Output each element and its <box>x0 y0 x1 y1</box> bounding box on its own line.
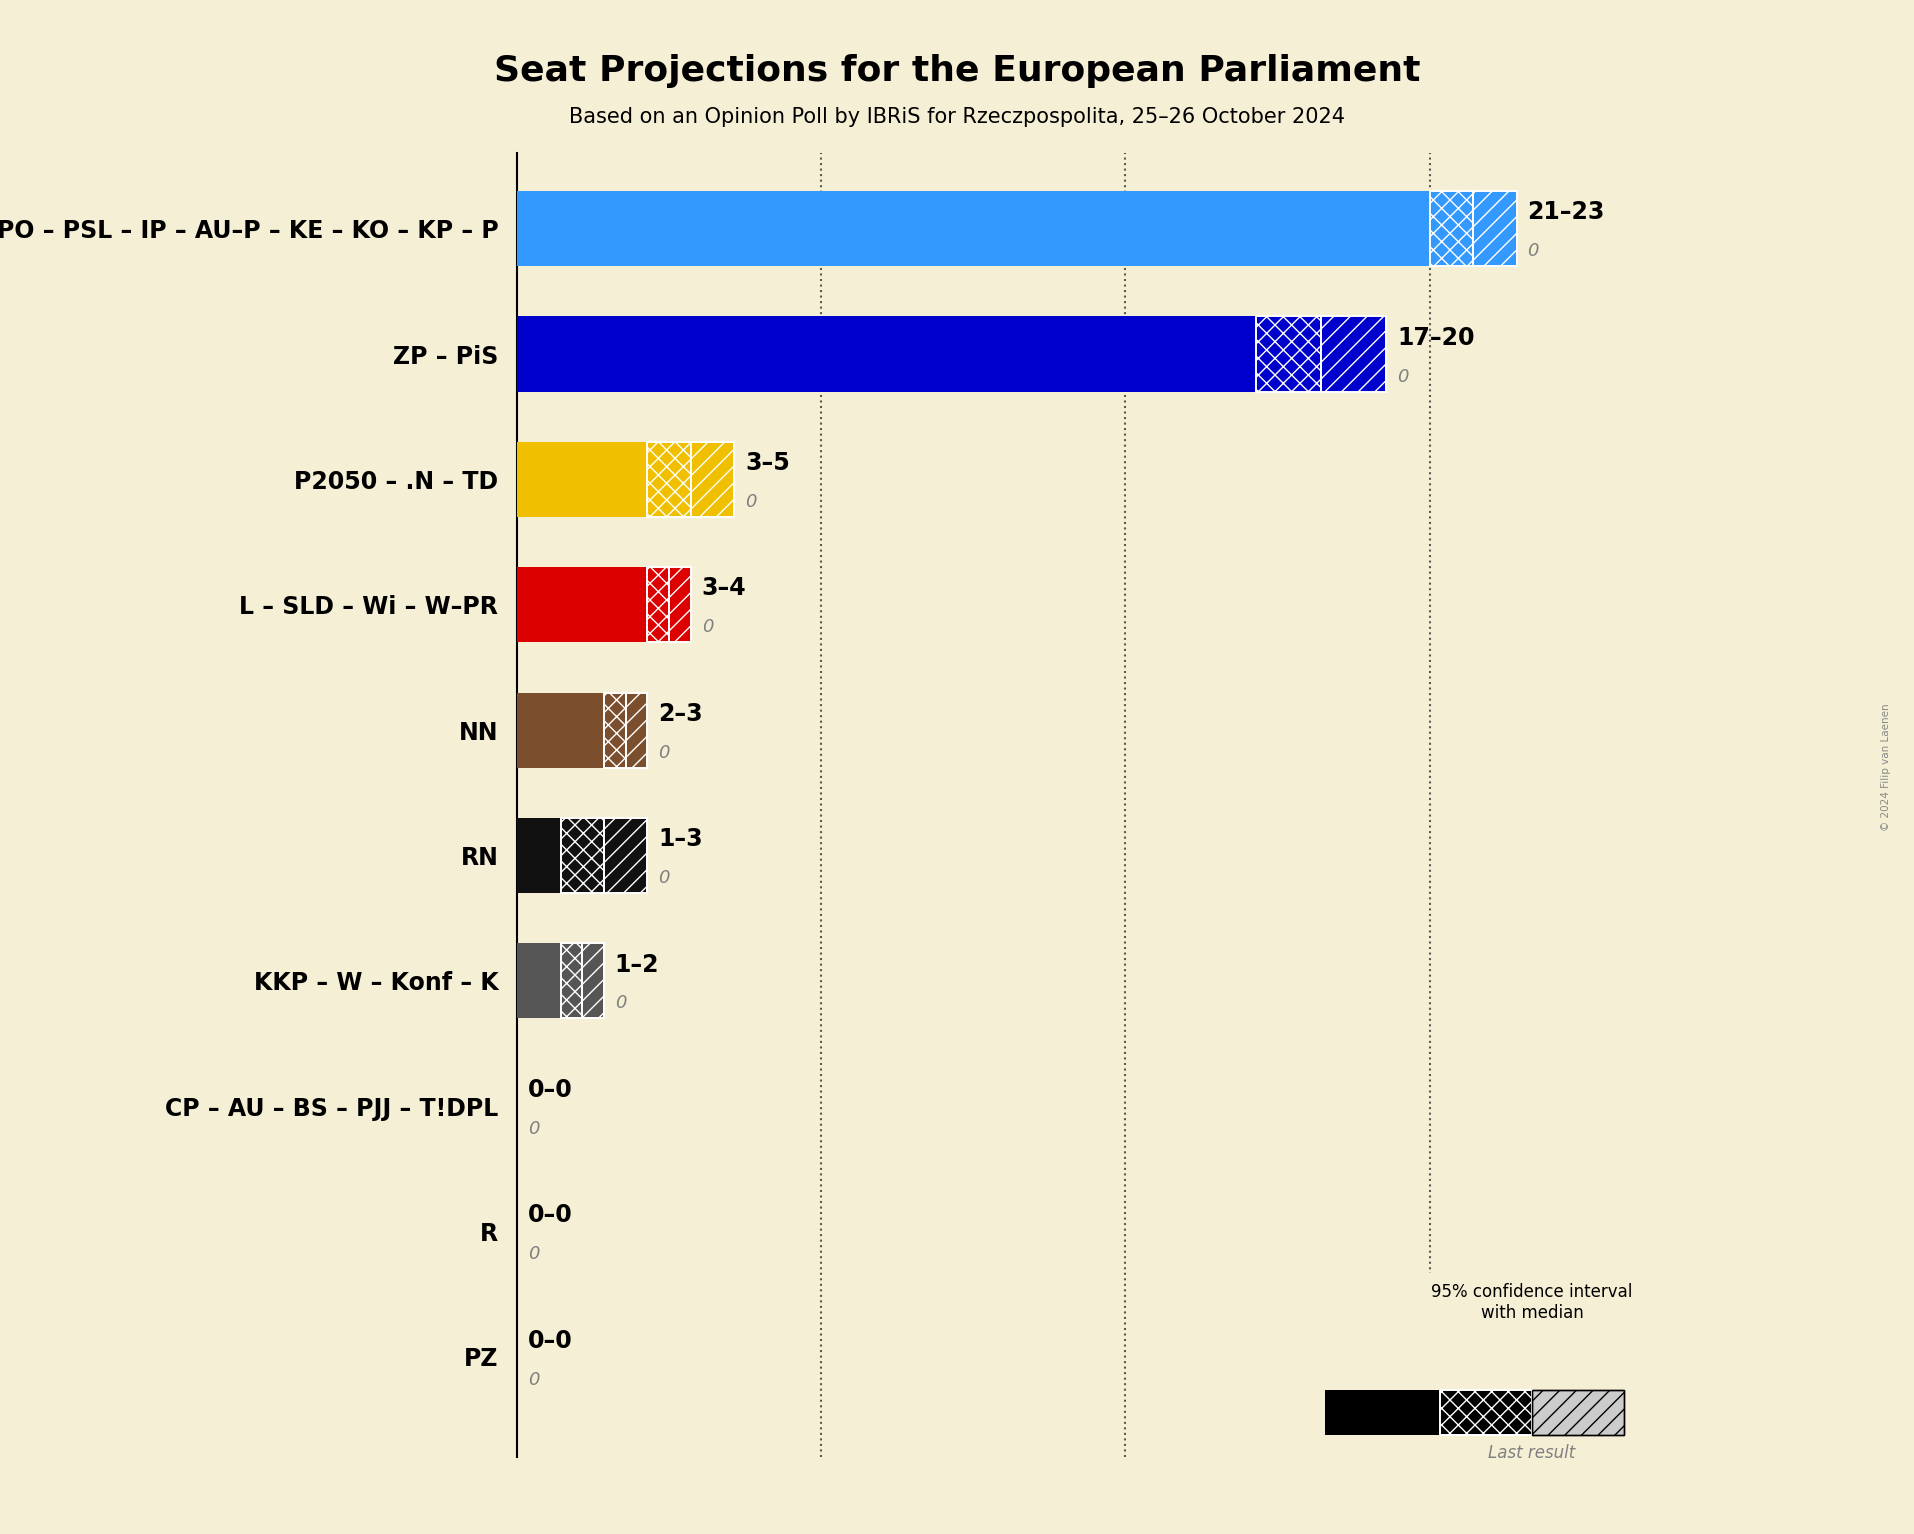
Text: 0: 0 <box>745 492 756 511</box>
Text: 95% confidence interval
with median: 95% confidence interval with median <box>1430 1282 1633 1322</box>
Bar <box>1321 316 1386 391</box>
Text: 1–3: 1–3 <box>658 827 702 851</box>
Text: 1–2: 1–2 <box>614 953 658 977</box>
Bar <box>561 818 603 893</box>
Bar <box>603 692 626 767</box>
Bar <box>1256 316 1321 391</box>
Bar <box>1472 192 1516 267</box>
Text: 0: 0 <box>528 1120 540 1138</box>
Bar <box>517 818 561 893</box>
Bar <box>517 568 647 643</box>
Bar <box>647 568 668 643</box>
Text: 2–3: 2–3 <box>658 703 702 726</box>
Bar <box>647 568 668 643</box>
Bar <box>603 692 626 767</box>
Text: 0: 0 <box>528 1246 540 1262</box>
Bar <box>603 818 647 893</box>
Text: Last result: Last result <box>1487 1443 1575 1462</box>
Bar <box>626 692 647 767</box>
Text: 0: 0 <box>528 1370 540 1388</box>
Bar <box>1430 192 1472 267</box>
Bar <box>1324 1390 1439 1436</box>
Text: 17–20: 17–20 <box>1397 325 1474 350</box>
Bar <box>561 943 582 1019</box>
Text: © 2024 Filip van Laenen: © 2024 Filip van Laenen <box>1880 703 1891 831</box>
Bar <box>1430 192 1472 267</box>
Text: 0: 0 <box>614 994 626 1012</box>
Text: 0: 0 <box>1397 368 1409 385</box>
Bar <box>517 943 561 1019</box>
Bar <box>517 442 647 517</box>
Bar <box>1439 1390 1531 1436</box>
Bar <box>603 818 647 893</box>
Text: 0–0: 0–0 <box>528 1328 572 1353</box>
Bar <box>668 568 691 643</box>
Text: 0: 0 <box>658 744 670 762</box>
Bar <box>582 943 603 1019</box>
Bar <box>626 692 647 767</box>
Text: 3–4: 3–4 <box>701 577 746 600</box>
Bar <box>517 316 1256 391</box>
Bar <box>691 442 733 517</box>
Bar <box>1439 1390 1531 1436</box>
Text: 0–0: 0–0 <box>528 1203 572 1227</box>
Bar <box>1472 192 1516 267</box>
Bar <box>1531 1390 1623 1436</box>
Text: 3–5: 3–5 <box>745 451 790 476</box>
Text: 21–23: 21–23 <box>1527 201 1604 224</box>
Bar <box>517 692 603 767</box>
Bar <box>1321 316 1386 391</box>
Text: 0: 0 <box>1527 242 1539 261</box>
Bar <box>691 442 733 517</box>
Text: Seat Projections for the European Parliament: Seat Projections for the European Parlia… <box>494 54 1420 87</box>
Bar <box>1531 1390 1623 1436</box>
Bar <box>561 943 582 1019</box>
Bar <box>517 192 1430 267</box>
Text: 0–0: 0–0 <box>528 1078 572 1101</box>
Bar <box>582 943 603 1019</box>
Text: 0: 0 <box>658 870 670 887</box>
Bar <box>1256 316 1321 391</box>
Bar <box>561 818 603 893</box>
Bar <box>668 568 691 643</box>
Text: Based on an Opinion Poll by IBRiS for Rzeczpospolita, 25–26 October 2024: Based on an Opinion Poll by IBRiS for Rz… <box>568 107 1346 127</box>
Text: 0: 0 <box>701 618 712 637</box>
Bar <box>647 442 691 517</box>
Bar <box>647 442 691 517</box>
